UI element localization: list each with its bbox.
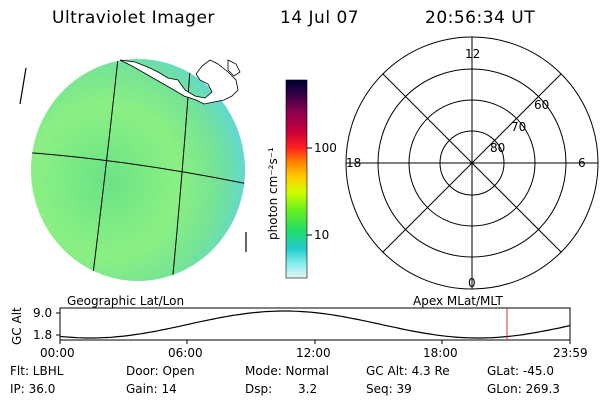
- altitude-xtick: 12:00: [296, 346, 331, 360]
- gain-info: Gain: 14: [126, 382, 177, 396]
- time-label: 20:56:34 UT: [425, 8, 536, 28]
- grid-fragment: [19, 67, 27, 105]
- altitude-xtick: 18:00: [423, 346, 458, 360]
- altitude-ytick: 9.0: [33, 306, 53, 320]
- colorbar-tick-label: 100: [314, 141, 337, 155]
- instrument-title: Ultraviolet Imager: [52, 8, 215, 28]
- altitude-xtick: 00:00: [40, 346, 75, 360]
- altitude-ylabel: GC Alt: [10, 307, 24, 345]
- glat-info: GLat: -45.0: [487, 364, 554, 378]
- glon-info: GLon: 269.3: [487, 382, 560, 396]
- image-projection-label: Geographic Lat/Lon: [67, 294, 185, 308]
- colorbar-scale: [285, 79, 308, 279]
- altitude-ytick: 1.8: [33, 328, 53, 342]
- coastline: [119, 59, 241, 105]
- mlt-label-dawn: 6: [578, 156, 586, 170]
- colorbar: [285, 79, 312, 279]
- polar-plot: [345, 36, 599, 290]
- gc-alt-info: GC Alt: 4.3 Re: [366, 364, 450, 378]
- mlt-label-dusk: 18: [346, 156, 362, 170]
- earth-disk: [31, 59, 245, 281]
- dsp-info: Dsp:: [245, 382, 273, 396]
- dsp-value: 3.2: [298, 382, 318, 396]
- date-label: 14 Jul 07: [280, 8, 360, 28]
- mlat-label-70: 70: [511, 120, 527, 134]
- altitude-xtick: 06:00: [168, 346, 203, 360]
- door-info: Door: Open: [126, 364, 195, 378]
- polar-projection-label: Apex MLat/MLT: [413, 294, 503, 308]
- colorbar-unit-label: photon cm⁻²s⁻¹: [266, 147, 280, 240]
- polar-diagonal: [382, 73, 562, 253]
- altitude-curve: [59, 310, 571, 339]
- ip-info: IP: 36.0: [10, 382, 56, 396]
- colorbar-tick-label: 10: [314, 228, 330, 242]
- mlt-label-noon: 12: [465, 47, 481, 61]
- altitude-xtick: 23:59: [553, 346, 588, 360]
- mlt-label-midnight: 0: [468, 276, 476, 290]
- uv-image: [19, 59, 247, 281]
- filter-info: Flt: LBHL: [10, 364, 64, 378]
- seq-info: Seq: 39: [366, 382, 412, 396]
- altitude-plot: [56, 307, 571, 344]
- mode-info: Mode: Normal: [245, 364, 329, 378]
- mlat-label-80: 80: [490, 141, 506, 155]
- mlat-label-60: 60: [534, 98, 550, 112]
